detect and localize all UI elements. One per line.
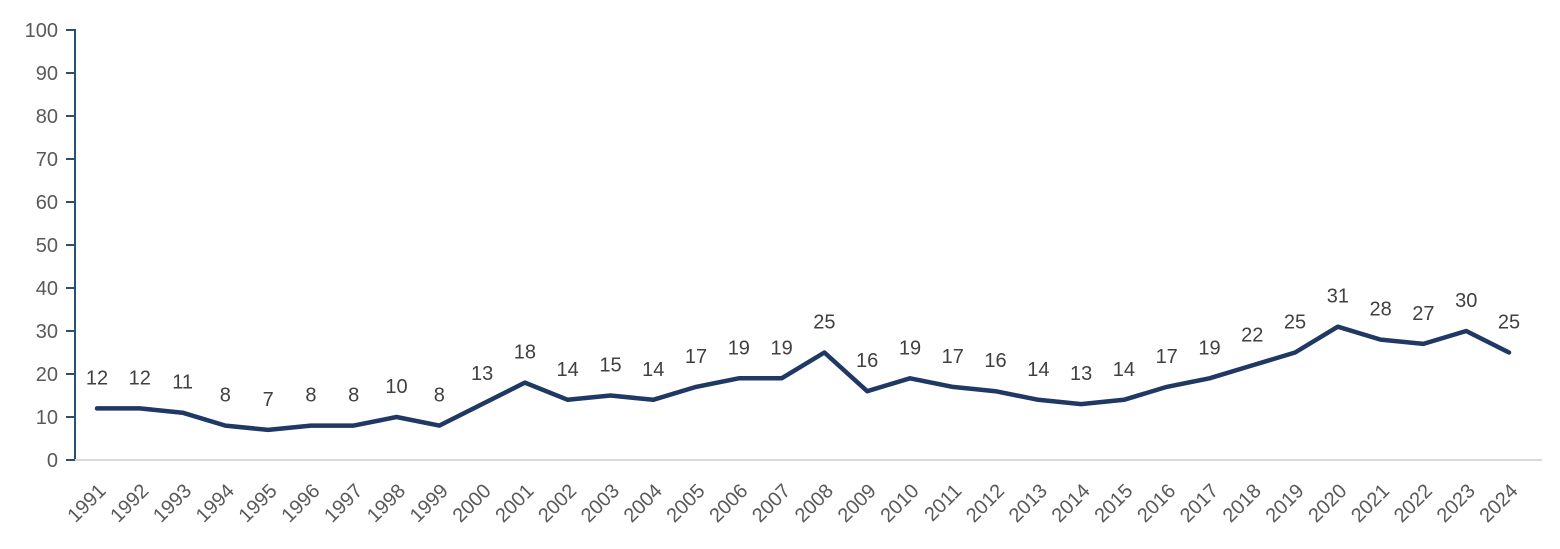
y-axis-tick-label: 60 (36, 192, 58, 214)
data-label: 18 (514, 342, 536, 364)
x-axis-label: 2009 (834, 480, 881, 527)
data-label: 19 (899, 337, 921, 359)
x-axis-label: 2002 (534, 480, 581, 527)
x-axis-label: 2000 (449, 480, 496, 527)
x-axis-label: 1992 (106, 480, 153, 527)
x-axis-label: 2024 (1476, 480, 1523, 527)
data-label: 25 (813, 312, 835, 334)
data-label: 25 (1284, 312, 1306, 334)
data-label: 31 (1327, 286, 1349, 308)
data-label: 14 (642, 359, 664, 381)
x-axis-label: 2011 (920, 480, 966, 526)
data-label: 14 (557, 359, 579, 381)
x-axis-label: 1996 (277, 480, 324, 527)
x-axis-label: 2017 (1176, 480, 1223, 527)
y-axis-tick-label: 100 (25, 20, 58, 42)
data-label: 17 (685, 346, 707, 368)
data-label: 27 (1412, 303, 1434, 325)
y-axis-tick-label: 90 (36, 63, 58, 85)
x-axis-label: 2015 (1090, 480, 1137, 527)
x-axis-label: 2020 (1304, 480, 1351, 527)
x-axis-label: 2008 (791, 480, 838, 527)
data-label: 12 (129, 367, 151, 389)
series-line (94, 324, 1512, 433)
y-axis: 0 10 20 30 40 50 60 70 80 90 100 (25, 20, 76, 472)
data-label: 8 (305, 385, 316, 407)
x-axis-label: 1991 (64, 480, 111, 527)
y-axis-tick-label: 20 (36, 364, 58, 386)
data-label: 19 (728, 337, 750, 359)
data-label: 8 (348, 385, 359, 407)
x-axis-label: 1998 (363, 480, 410, 527)
y-axis-tick-label: 40 (36, 278, 58, 300)
x-axis-label: 2012 (962, 480, 1009, 527)
data-labels: 12 12 11 8 7 8 8 10 8 13 18 14 15 14 17 19 19 25 16 19 17 16 1… (86, 286, 1520, 411)
x-axis-label: 2022 (1390, 480, 1437, 527)
x-axis-label: 2006 (705, 480, 752, 527)
x-axis: 1991199219931994199519961997199819992000… (64, 459, 1542, 527)
data-label: 16 (984, 350, 1006, 372)
data-label: 8 (434, 385, 445, 407)
x-axis-label: 1997 (320, 480, 367, 527)
data-label: 10 (385, 376, 407, 398)
x-axis-label: 2013 (1005, 480, 1052, 527)
y-axis-tick-label: 0 (47, 450, 58, 472)
data-label: 17 (942, 346, 964, 368)
data-label: 7 (263, 389, 274, 411)
data-label: 16 (856, 350, 878, 372)
y-axis-tick-label: 30 (36, 321, 58, 343)
data-label: 17 (1156, 346, 1178, 368)
x-axis-label: 2003 (577, 480, 624, 527)
data-label: 11 (172, 372, 193, 394)
x-axis-label: 2019 (1262, 480, 1309, 527)
x-axis-label: 2001 (491, 480, 538, 527)
x-axis-label: 1995 (235, 480, 282, 527)
data-label: 25 (1498, 312, 1520, 334)
x-axis-label: 1993 (149, 480, 196, 527)
data-label: 30 (1455, 290, 1477, 312)
y-axis-tick-label: 70 (36, 149, 58, 171)
y-axis-tick-label: 10 (36, 407, 58, 429)
x-axis-label: 2007 (748, 480, 795, 527)
data-label: 19 (770, 337, 792, 359)
x-axis-label: 2014 (1048, 480, 1095, 527)
x-axis-label: 2021 (1347, 480, 1394, 527)
data-label: 15 (599, 355, 621, 377)
data-label: 19 (1198, 337, 1220, 359)
x-axis-label: 2023 (1433, 480, 1480, 527)
x-axis-label: 2016 (1133, 480, 1180, 527)
data-label: 13 (1070, 363, 1092, 385)
x-axis-label: 1999 (406, 480, 453, 527)
x-axis-label: 2004 (620, 480, 667, 527)
data-label: 14 (1113, 359, 1135, 381)
data-label: 13 (471, 363, 493, 385)
data-label: 22 (1241, 324, 1263, 346)
x-axis-label: 2018 (1219, 480, 1266, 527)
data-label: 8 (220, 385, 231, 407)
y-axis-tick-label: 80 (36, 106, 58, 128)
x-axis-label: 2005 (663, 480, 710, 527)
y-axis-tick-label: 50 (36, 235, 58, 257)
x-axis-label: 2010 (876, 480, 923, 527)
data-label: 12 (86, 367, 108, 389)
data-label: 28 (1370, 299, 1392, 321)
x-axis-label: 1994 (192, 480, 239, 527)
data-label: 14 (1027, 359, 1049, 381)
